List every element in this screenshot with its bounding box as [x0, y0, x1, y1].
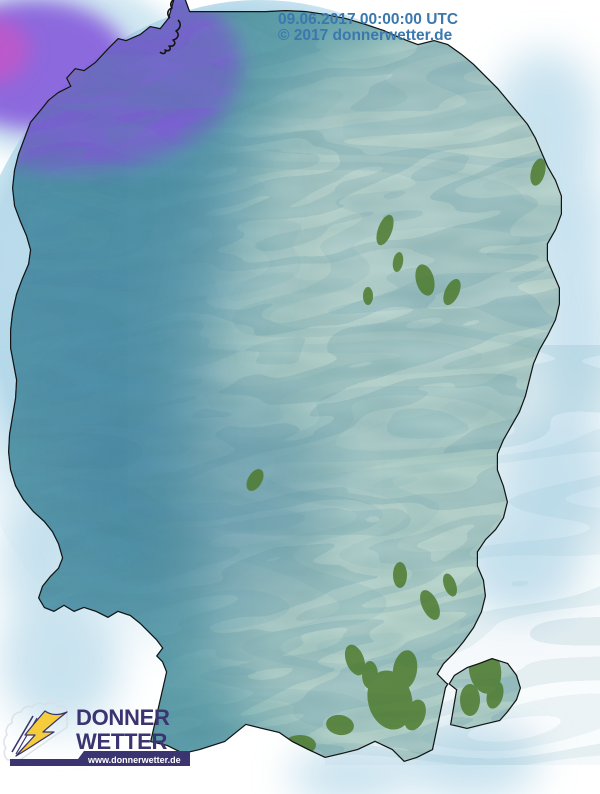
- svg-text:© 2017 donnerwetter.de: © 2017 donnerwetter.de: [278, 27, 453, 44]
- svg-text:DONNER: DONNER: [76, 705, 170, 730]
- svg-text:www.donnerwetter.de: www.donnerwetter.de: [87, 755, 181, 765]
- svg-text:WETTER: WETTER: [76, 729, 167, 754]
- svg-text:09.06.2017 00:00:00 UTC: 09.06.2017 00:00:00 UTC: [278, 11, 458, 28]
